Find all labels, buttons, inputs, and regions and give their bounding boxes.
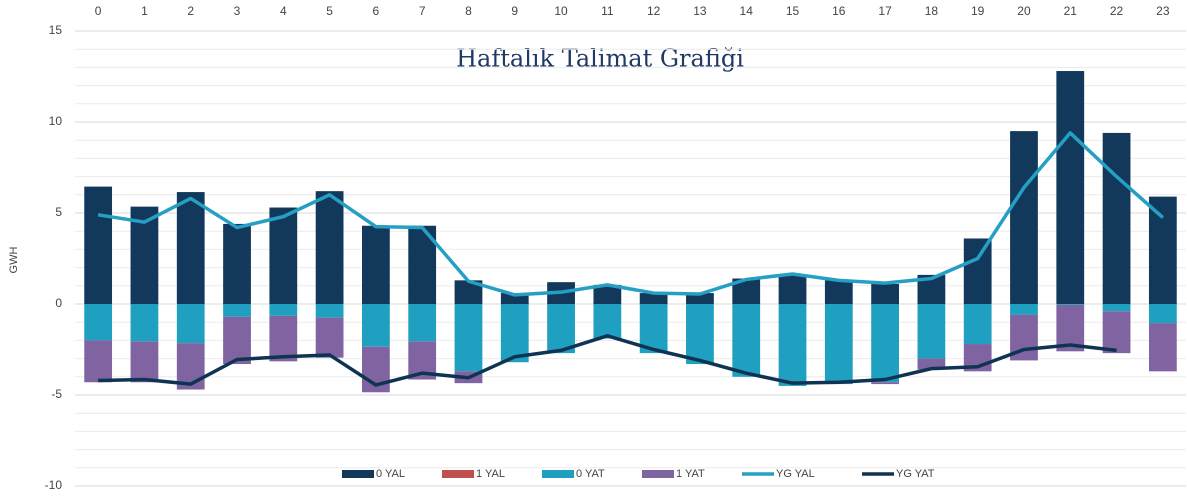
x-tick-label: 20	[1017, 4, 1031, 18]
y-tick-label: 15	[49, 23, 63, 37]
legend-label: 0 YAT	[576, 468, 605, 480]
bar	[963, 304, 992, 345]
y-tick-label: 5	[55, 205, 62, 219]
x-tick-label: 16	[832, 4, 846, 18]
y-axis-label: GWH	[8, 247, 20, 274]
bar	[547, 304, 575, 354]
x-tick-label: 14	[740, 4, 754, 18]
x-tick-label: 0	[95, 4, 102, 18]
bar	[176, 192, 205, 304]
bar	[593, 284, 622, 304]
x-tick-label: 19	[971, 4, 985, 18]
x-tick-label: 21	[1064, 4, 1078, 18]
x-tick-label: 7	[419, 4, 426, 18]
bar	[1102, 132, 1131, 304]
x-tick-label: 8	[465, 4, 472, 18]
y-tick-label: -10	[45, 478, 63, 492]
x-tick-label: 12	[647, 4, 661, 18]
legend-label: 1 YAL	[476, 468, 505, 480]
bar	[130, 304, 159, 342]
x-tick-label: 15	[786, 4, 800, 18]
bar	[917, 304, 946, 359]
legend-label: YG YAL	[776, 468, 815, 480]
x-tick-label: 4	[280, 4, 287, 18]
bar	[1102, 311, 1131, 354]
bar	[1148, 304, 1177, 324]
x-tick-label: 18	[925, 4, 939, 18]
bar	[824, 280, 853, 304]
bar	[824, 304, 853, 385]
legend-swatch	[442, 470, 474, 478]
x-tick-label: 11	[601, 4, 614, 18]
x-tick-label: 9	[511, 4, 518, 18]
bar	[223, 223, 251, 304]
bar	[315, 317, 344, 358]
bar	[176, 304, 205, 344]
x-tick-label: 10	[554, 4, 568, 18]
bar	[84, 186, 113, 304]
bar	[1056, 71, 1085, 304]
bar	[408, 304, 437, 342]
x-tick-label: 3	[234, 4, 241, 18]
y-tick-label: 0	[55, 296, 62, 310]
y-tick-label: 10	[49, 114, 63, 128]
legend-swatch	[642, 470, 674, 478]
bar	[1010, 131, 1038, 304]
legend-label: 1 YAT	[676, 468, 705, 480]
legend-label: 0 YAL	[376, 468, 405, 480]
bar	[963, 238, 992, 304]
bar	[84, 340, 113, 383]
bar	[315, 304, 344, 318]
legend-swatch	[342, 470, 374, 478]
line	[98, 334, 1117, 387]
bar	[1102, 304, 1131, 312]
bar	[686, 293, 714, 304]
bar	[639, 293, 668, 304]
x-tick-label: 1	[141, 4, 148, 18]
x-tick-label: 2	[187, 4, 194, 18]
bar	[362, 304, 390, 347]
bar	[593, 304, 622, 339]
y-tick-label: -5	[51, 387, 62, 401]
bar	[269, 207, 298, 304]
bar	[1148, 323, 1177, 372]
bar	[223, 316, 251, 365]
x-tick-label: 6	[373, 4, 380, 18]
bar	[778, 304, 807, 386]
bar	[500, 304, 529, 363]
bar	[315, 191, 344, 304]
bar	[778, 274, 807, 304]
bar	[362, 225, 390, 304]
bar	[871, 382, 899, 385]
bar	[269, 304, 298, 316]
bar	[269, 315, 298, 362]
bar	[1056, 304, 1085, 305]
x-tick-label: 23	[1156, 4, 1170, 18]
x-tick-label: 13	[693, 4, 707, 18]
bar	[1148, 196, 1177, 304]
bar	[500, 293, 529, 304]
bar	[1010, 304, 1038, 315]
bar	[84, 304, 113, 341]
bar	[871, 283, 899, 304]
legend-swatch	[542, 470, 574, 478]
bar	[454, 280, 483, 304]
bar	[130, 341, 159, 383]
x-tick-label: 22	[1110, 4, 1124, 18]
bar	[732, 304, 761, 377]
x-tick-label: 17	[878, 4, 892, 18]
bar	[871, 304, 899, 383]
bar	[223, 304, 251, 317]
bar	[917, 358, 946, 370]
x-tick-label: 5	[326, 4, 333, 18]
bar	[686, 304, 714, 365]
line	[97, 131, 1165, 297]
legend-label: YG YAT	[896, 468, 935, 480]
bar	[454, 304, 483, 372]
